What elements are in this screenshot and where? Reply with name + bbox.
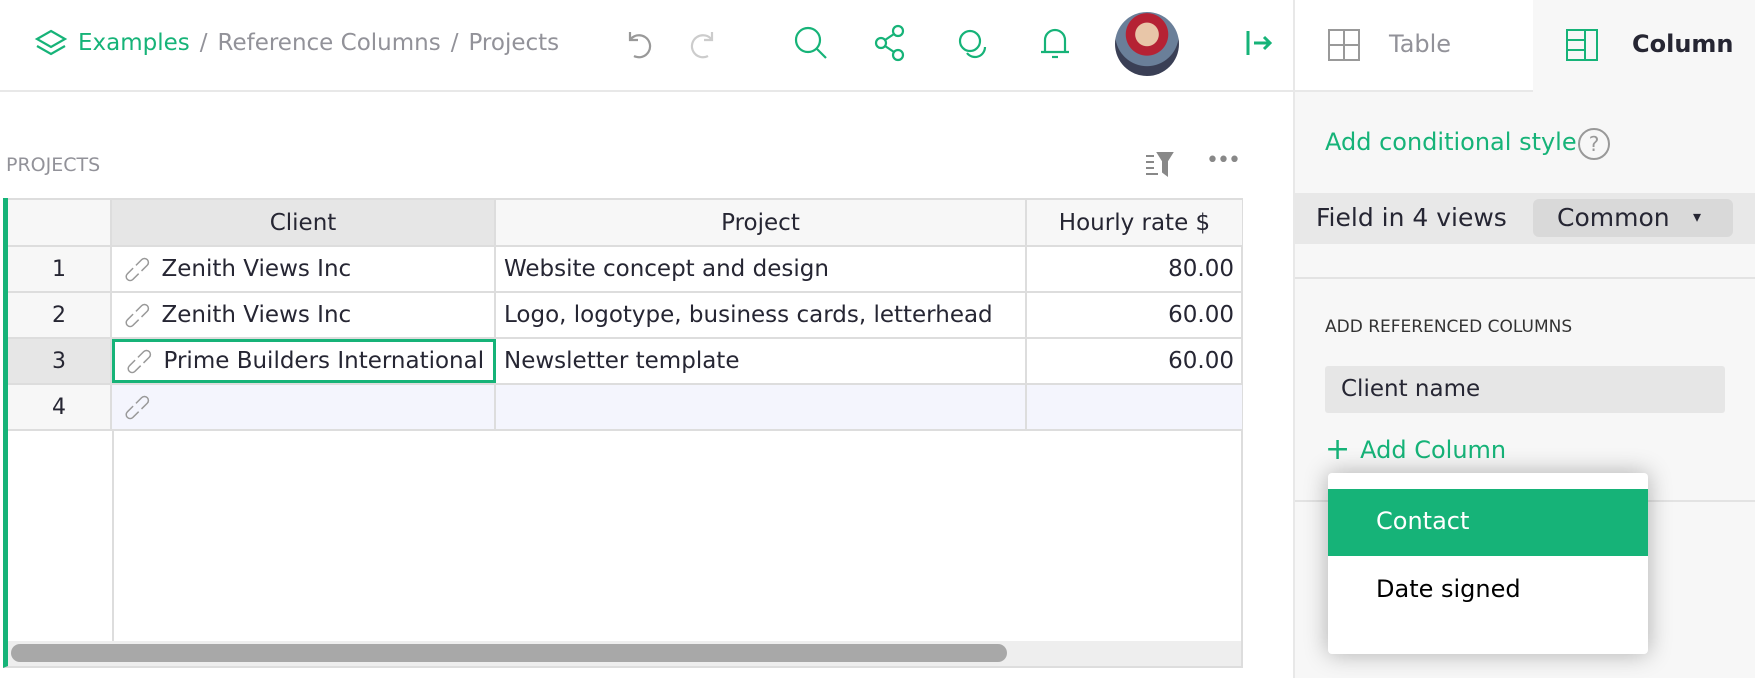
search-icon[interactable] [792,24,830,62]
table-icon [1327,28,1361,62]
column-header-hourly-rate[interactable]: Hourly rate $ [1027,200,1242,245]
field-in-views-label: Field in 4 views [1316,203,1507,232]
divider [1295,277,1755,279]
project-cell[interactable]: Newsletter template [496,339,1027,383]
plus-icon: + [1325,432,1351,467]
tab-label: Table [1389,30,1452,58]
breadcrumb: Examples / Reference Columns / Projects [34,28,559,58]
divider [112,431,114,641]
sort-filter-icon[interactable] [1144,150,1174,178]
help-icon[interactable]: ? [1578,128,1610,160]
menu-item-date-signed[interactable]: Date signed [1328,556,1648,623]
link-icon: ⊂⊃ [116,294,158,336]
menu-item-label: Date signed [1376,575,1521,603]
field-mode-select[interactable]: Common ▾ [1533,199,1733,237]
add-row: 4 ⊂⊃ [8,385,1242,431]
breadcrumb-projects[interactable]: Projects [468,30,560,56]
menu-item-label: Contact [1376,507,1470,535]
tab-table[interactable]: Table [1293,0,1533,92]
breadcrumb-examples[interactable]: Examples [78,30,190,56]
table-row: 2 ⊂⊃ Zenith Views Inc Logo, logotype, bus… [8,293,1242,339]
column-dropdown-menu: Contact Date signed [1328,473,1648,654]
section-title: PROJECTS [6,154,101,176]
field-mode-value: Common [1557,203,1670,232]
comments-icon[interactable] [955,26,991,60]
link-icon: ⊂⊃ [116,248,158,290]
caret-down-icon: ▾ [1693,207,1702,226]
cell-text: Prime Builders International [163,348,485,374]
row-number[interactable]: 1 [8,247,112,291]
tab-column[interactable]: Column [1533,0,1755,92]
table-row: 1 ⊂⊃ Zenith Views Inc Website concept and… [8,247,1242,293]
add-column-label: Add Column [1360,436,1507,464]
rate-cell[interactable]: 60.00 [1168,302,1234,328]
add-conditional-style-link[interactable]: Add conditional style [1325,128,1577,156]
redo-icon[interactable] [686,26,722,62]
table-row: 3 ⊂⊃ Prime Builders International Newslet… [8,339,1242,385]
breadcrumb-reference-columns[interactable]: Reference Columns [217,30,441,56]
section-label: ADD REFERENCED COLUMNS [1325,317,1573,337]
link-icon: ⊂⊃ [116,386,158,428]
horizontal-scrollbar-thumb[interactable] [11,644,1007,662]
client-cell[interactable]: ⊂⊃ Zenith Views Inc [112,293,496,337]
breadcrumb-separator: / [199,30,208,56]
add-column-button[interactable]: + Add Column [1325,432,1507,467]
panel-toggle-icon[interactable] [1244,28,1274,58]
share-icon[interactable] [872,24,908,62]
project-cell[interactable]: Website concept and design [496,247,1027,291]
row-number[interactable]: 2 [8,293,112,337]
horizontal-scrollbar-track [8,641,1241,666]
link-icon: ⊂⊃ [118,340,160,382]
cell-text: Zenith Views Inc [161,302,352,328]
tab-label: Column [1632,30,1734,58]
column-icon [1565,28,1599,62]
avatar[interactable] [1115,12,1179,76]
client-cell-selected[interactable]: ⊂⊃ Prime Builders International [112,339,496,383]
row-number-header [8,200,112,245]
project-cell[interactable]: Logo, logotype, business cards, letterhe… [496,293,1027,337]
field-views-bar: Field in 4 views Common ▾ [1295,193,1755,244]
bell-icon[interactable] [1037,24,1073,62]
menu-item-contact[interactable]: Contact [1328,489,1648,556]
column-header-project[interactable]: Project [496,200,1027,245]
data-grid: Client Project Hourly rate $ 1 ⊂⊃ Zenith … [3,198,1243,668]
layers-icon[interactable] [34,28,68,58]
referenced-column-label: Client name [1341,376,1481,402]
cell-text: Zenith Views Inc [161,256,352,282]
header-row: Client Project Hourly rate $ [8,198,1242,247]
rate-cell[interactable]: 80.00 [1168,256,1234,282]
rate-cell[interactable] [1027,385,1242,429]
row-number[interactable]: 3 [8,339,112,383]
more-options-icon[interactable]: ••• [1206,148,1241,173]
referenced-column-item[interactable]: Client name [1325,366,1725,413]
undo-icon[interactable] [620,26,656,62]
client-cell[interactable]: ⊂⊃ Zenith Views Inc [112,247,496,291]
row-number[interactable]: 4 [8,385,112,429]
project-cell[interactable] [496,385,1027,429]
rate-cell[interactable]: 60.00 [1168,348,1234,374]
breadcrumb-separator: / [450,30,459,56]
column-header-client[interactable]: Client [112,200,496,245]
top-bar [0,0,1293,92]
client-cell[interactable]: ⊂⊃ [112,385,496,429]
